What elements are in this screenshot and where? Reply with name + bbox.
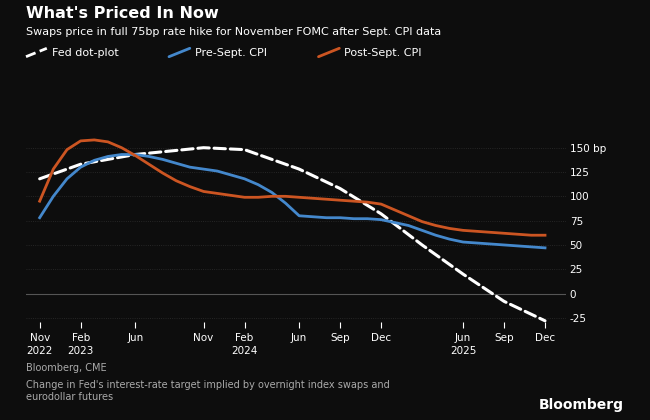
Text: Pre-Sept. CPI: Pre-Sept. CPI [195,47,267,58]
Text: Change in Fed's interest-rate target implied by overnight index swaps and
eurodo: Change in Fed's interest-rate target imp… [26,380,390,402]
Text: What's Priced In Now: What's Priced In Now [26,6,219,21]
Text: Post-Sept. CPI: Post-Sept. CPI [344,47,422,58]
Text: Bloomberg: Bloomberg [539,398,624,412]
Text: Swaps price in full 75bp rate hike for November FOMC after Sept. CPI data: Swaps price in full 75bp rate hike for N… [26,27,441,37]
Text: Fed dot-plot: Fed dot-plot [52,47,119,58]
Text: Bloomberg, CME: Bloomberg, CME [26,363,107,373]
